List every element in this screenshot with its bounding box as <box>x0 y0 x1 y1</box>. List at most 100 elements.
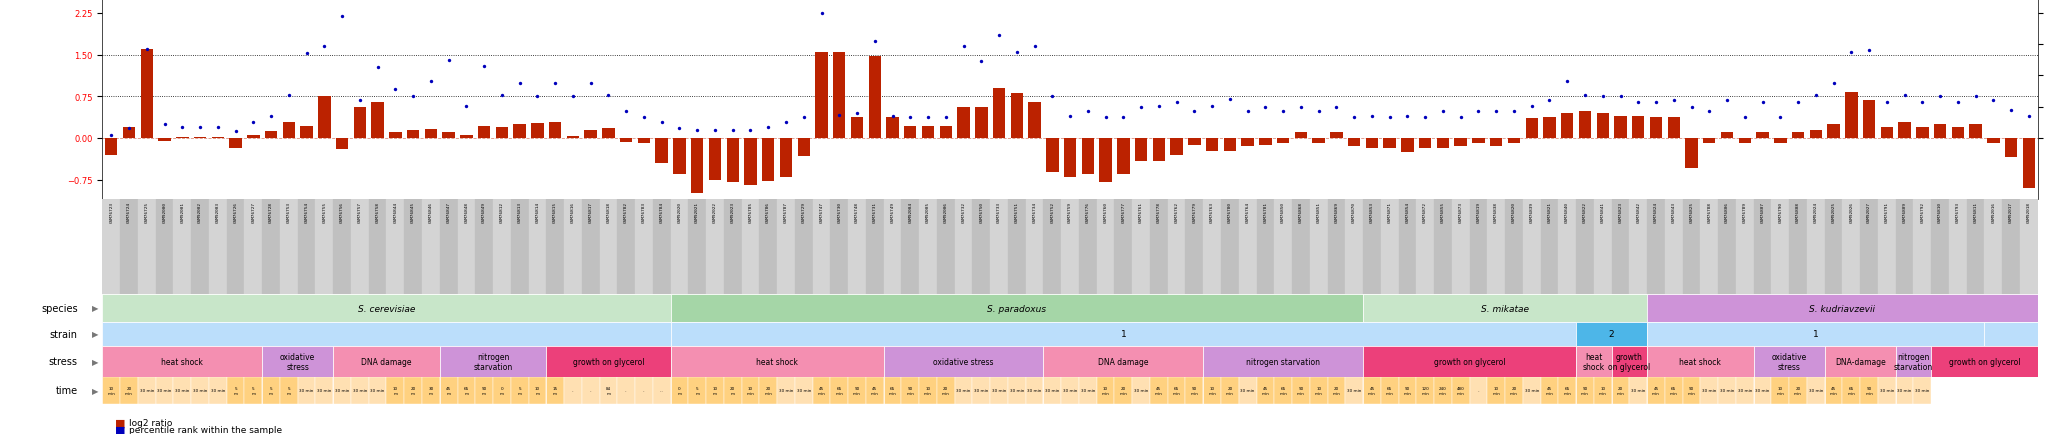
Text: oxidative
stress: oxidative stress <box>281 352 315 372</box>
Bar <box>477 126 489 138</box>
Bar <box>1257 377 1274 404</box>
Text: 5
m: 5 m <box>287 386 291 395</box>
Point <box>1356 113 1389 120</box>
Text: GSM76871: GSM76871 <box>1389 201 1393 222</box>
Text: oxidative
stress: oxidative stress <box>1772 352 1806 372</box>
Bar <box>1966 200 1985 294</box>
Bar <box>866 200 883 294</box>
Point <box>1036 93 1069 100</box>
Bar <box>1204 346 1364 377</box>
Text: 30 min: 30 min <box>211 388 225 393</box>
Text: GSM76781: GSM76781 <box>1264 201 1268 222</box>
Text: 45
m: 45 m <box>446 386 451 395</box>
Text: GSM76825: GSM76825 <box>1690 201 1694 222</box>
Bar <box>424 130 436 138</box>
Text: ■: ■ <box>115 424 125 434</box>
Point <box>1569 92 1602 99</box>
Bar <box>1487 377 1505 404</box>
Point <box>1214 96 1247 103</box>
Point <box>1337 114 1370 121</box>
Bar <box>1135 138 1147 162</box>
Bar <box>1825 200 1843 294</box>
Point <box>1284 105 1317 112</box>
Text: 65
m: 65 m <box>463 386 469 395</box>
Text: GSM92001: GSM92001 <box>180 201 184 222</box>
Text: 30 min: 30 min <box>1524 388 1538 393</box>
Text: GSM76815: GSM76815 <box>553 201 557 222</box>
Text: 1: 1 <box>1120 330 1126 339</box>
Bar <box>1292 377 1311 404</box>
Bar <box>1718 377 1737 404</box>
Text: 10
min: 10 min <box>106 386 115 395</box>
Text: DNA-damage: DNA-damage <box>1835 357 1886 366</box>
Bar <box>281 200 297 294</box>
Text: GSM76846: GSM76846 <box>428 201 432 222</box>
Bar <box>670 200 688 294</box>
Bar <box>1540 377 1559 404</box>
Bar <box>102 322 670 346</box>
Bar <box>1686 138 1698 169</box>
Bar <box>866 377 883 404</box>
Text: GSM76723: GSM76723 <box>109 201 113 222</box>
Bar <box>264 132 276 138</box>
Point <box>1427 108 1460 115</box>
Point <box>1782 99 1815 106</box>
Text: 1: 1 <box>1812 330 1819 339</box>
Bar <box>1042 377 1061 404</box>
Bar <box>102 200 121 294</box>
Bar <box>1827 125 1839 138</box>
Text: GSM76786: GSM76786 <box>766 201 770 222</box>
Bar <box>104 138 117 155</box>
Text: 65
min: 65 min <box>1280 386 1286 395</box>
Point <box>1391 113 1423 120</box>
Text: GSM76793: GSM76793 <box>1956 201 1960 222</box>
Bar <box>209 200 227 294</box>
Bar <box>514 125 526 138</box>
Bar <box>600 377 616 404</box>
Point <box>645 120 678 127</box>
Text: 90
min: 90 min <box>1296 386 1305 395</box>
Bar <box>457 377 475 404</box>
Text: growth
on glycerol: growth on glycerol <box>1608 352 1651 372</box>
Bar <box>547 377 563 404</box>
Bar <box>936 200 954 294</box>
Text: GSM76764: GSM76764 <box>1245 201 1249 222</box>
Bar <box>494 377 510 404</box>
Bar <box>1042 346 1204 377</box>
Bar <box>2005 138 2017 158</box>
Text: ..: .. <box>1477 388 1481 393</box>
Bar <box>1399 200 1417 294</box>
Point <box>1409 114 1442 121</box>
Bar <box>1151 200 1167 294</box>
Bar <box>1292 200 1311 294</box>
Bar <box>637 138 649 144</box>
Bar <box>1028 102 1040 138</box>
Bar <box>158 138 170 141</box>
Bar <box>1718 200 1737 294</box>
Bar <box>336 138 348 150</box>
Point <box>272 92 305 99</box>
Bar <box>834 53 846 138</box>
Text: GSM76818: GSM76818 <box>606 201 610 222</box>
Text: GSM92027: GSM92027 <box>1868 201 1872 222</box>
Bar <box>1346 377 1364 404</box>
Bar <box>1491 138 1503 146</box>
Bar <box>496 128 508 138</box>
Text: GSM76822: GSM76822 <box>1583 201 1587 222</box>
Bar <box>901 377 920 404</box>
Bar <box>1026 200 1042 294</box>
Bar <box>1364 200 1380 294</box>
Text: stress: stress <box>49 357 78 367</box>
Bar <box>1647 200 1665 294</box>
Point <box>184 124 217 131</box>
Point <box>1481 108 1513 115</box>
Bar <box>1825 346 1896 377</box>
Bar <box>1810 131 1823 138</box>
Bar <box>1454 138 1466 146</box>
Text: 90
min: 90 min <box>1190 386 1198 395</box>
Bar <box>1878 200 1896 294</box>
Bar <box>1081 138 1094 174</box>
Bar <box>760 377 776 404</box>
Bar <box>582 377 600 404</box>
Bar <box>670 322 1577 346</box>
